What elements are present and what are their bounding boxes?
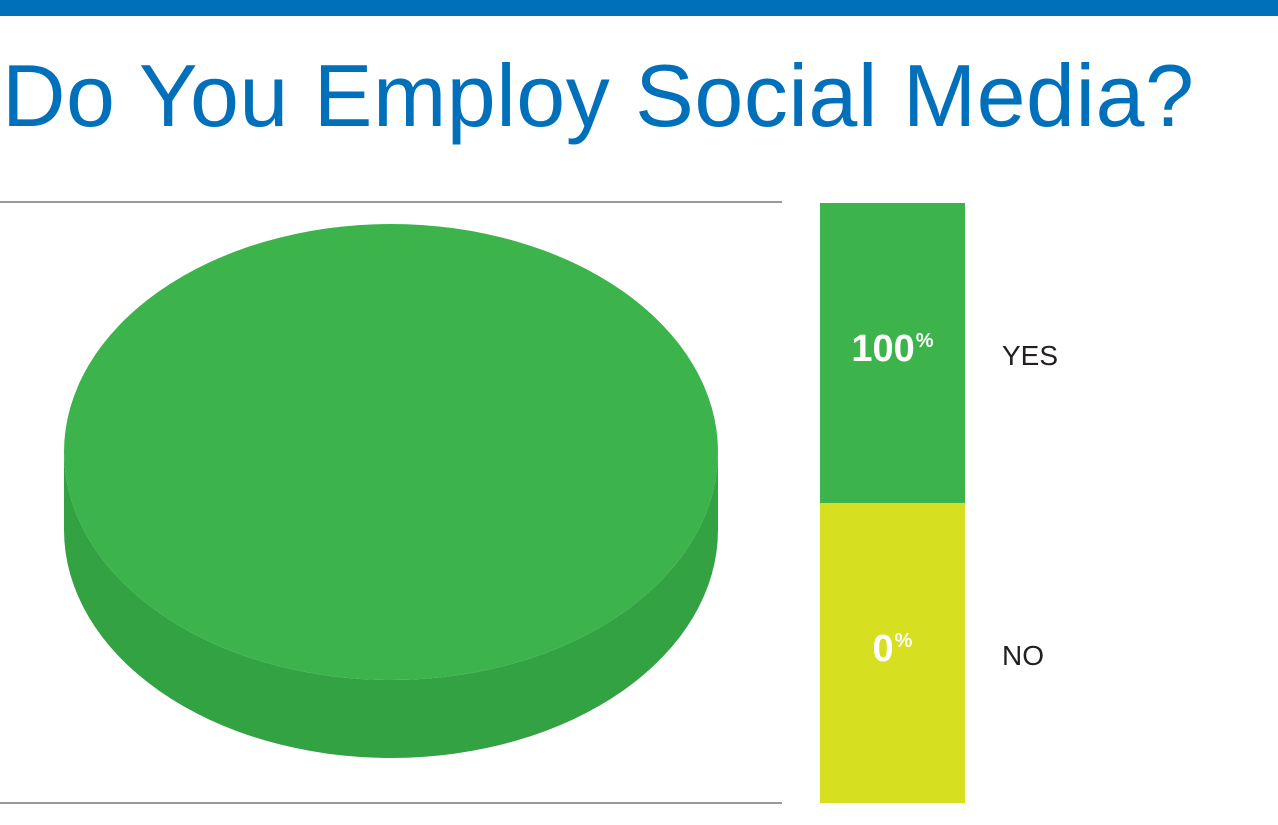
legend-swatch-yes xyxy=(820,203,965,503)
pie-slice-yes xyxy=(64,224,718,680)
data-label-value-no: 0 xyxy=(872,628,894,670)
data-label-value-yes: 100 xyxy=(851,328,915,370)
bottom-divider xyxy=(0,802,782,804)
legend-bar: 100% 0% xyxy=(820,203,965,803)
data-label-unit-no: % xyxy=(894,630,913,652)
legend-label-no: NO xyxy=(1002,640,1044,671)
legend-label-yes: YES xyxy=(1002,340,1059,371)
pie-chart xyxy=(64,224,718,758)
top-divider xyxy=(0,201,782,203)
data-label-no: 0% xyxy=(820,630,965,668)
data-label-unit-yes: % xyxy=(915,330,934,352)
chart-title: Do You Employ Social Media? xyxy=(2,46,1195,145)
data-label-yes: 100% xyxy=(820,330,965,368)
pie-slice-side-yes xyxy=(64,452,718,758)
legend-swatch-no xyxy=(820,503,965,803)
top-accent-bar xyxy=(0,0,1278,16)
